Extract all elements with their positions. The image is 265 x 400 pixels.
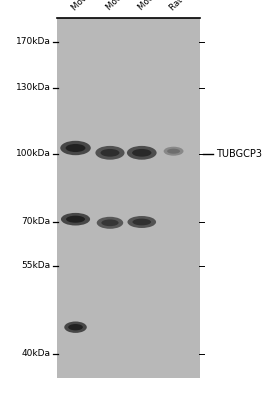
Ellipse shape xyxy=(164,147,184,156)
Ellipse shape xyxy=(61,213,90,226)
Text: Mouse thymus: Mouse thymus xyxy=(137,0,188,12)
Text: 130kDa: 130kDa xyxy=(15,84,50,92)
Ellipse shape xyxy=(127,216,156,228)
Text: 100kDa: 100kDa xyxy=(15,150,50,158)
Ellipse shape xyxy=(100,149,120,157)
Bar xyxy=(57,18,200,378)
Ellipse shape xyxy=(101,220,118,226)
Ellipse shape xyxy=(68,324,83,330)
Text: 70kDa: 70kDa xyxy=(21,218,50,226)
Ellipse shape xyxy=(97,217,123,229)
Text: TUBGCP3: TUBGCP3 xyxy=(216,149,262,159)
Text: Mouse brain: Mouse brain xyxy=(70,0,114,12)
Ellipse shape xyxy=(95,146,125,160)
Ellipse shape xyxy=(127,146,157,160)
Ellipse shape xyxy=(167,149,180,154)
Text: 55kDa: 55kDa xyxy=(21,262,50,270)
Ellipse shape xyxy=(132,219,151,225)
Ellipse shape xyxy=(64,322,87,333)
Text: Mouse spleen: Mouse spleen xyxy=(105,0,153,12)
Ellipse shape xyxy=(66,216,85,223)
Ellipse shape xyxy=(132,149,151,157)
Text: Rat testis: Rat testis xyxy=(169,0,204,12)
Ellipse shape xyxy=(60,141,91,155)
Text: 170kDa: 170kDa xyxy=(15,38,50,46)
Ellipse shape xyxy=(66,144,85,152)
Text: 40kDa: 40kDa xyxy=(21,350,50,358)
